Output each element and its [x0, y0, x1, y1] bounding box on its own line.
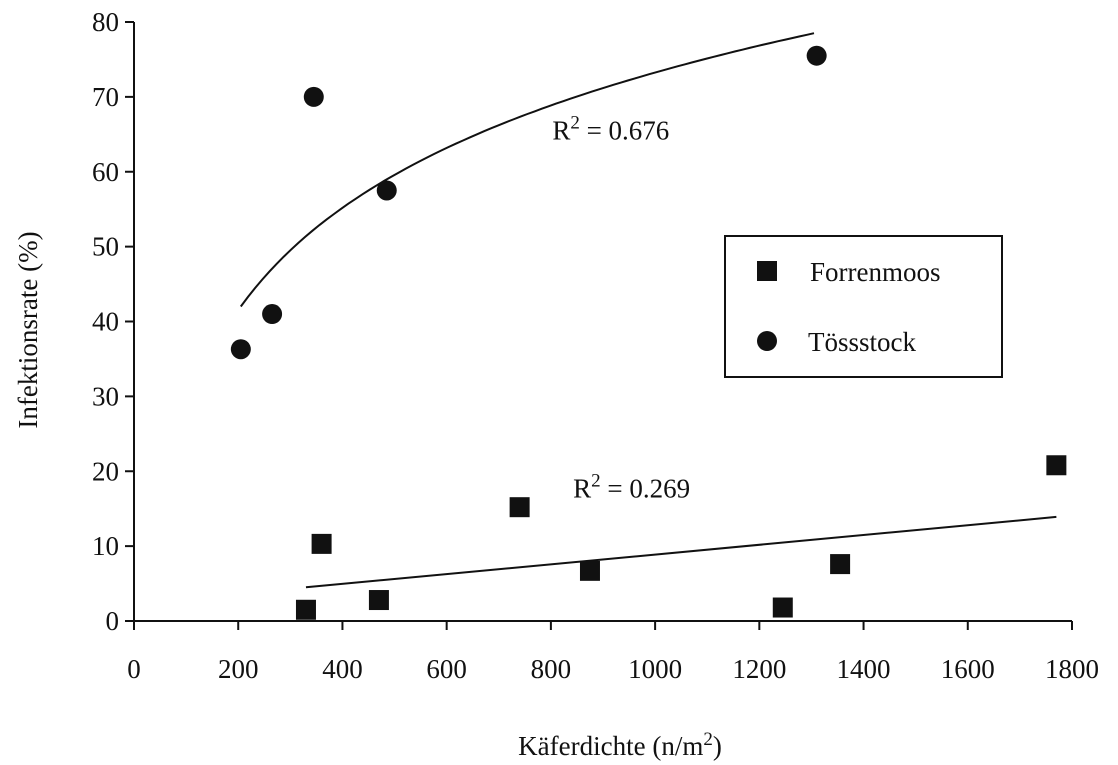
fit-lines [240, 32, 1057, 589]
r-squared-label: R2 = 0.269 [573, 470, 690, 503]
point-forrenmoos [509, 497, 530, 518]
y-tick-label: 80 [92, 7, 119, 37]
point-tossstock [303, 86, 324, 107]
r-squared-label: R2 = 0.676 [552, 113, 669, 146]
y-tick-label: 30 [92, 381, 119, 411]
x-axis-title-sup: 2 [703, 729, 713, 750]
x-tick-label: 1200 [732, 654, 786, 684]
x-axis-title: Käferdichte (n/m2) [518, 729, 722, 761]
y-axis-title: Infektionsrate (%) [13, 231, 43, 428]
y-tick-label: 10 [92, 531, 119, 561]
axes: 0 200 400 600 800 1000 1200 1400 1600 1800 0 10 20 30… [92, 7, 1099, 684]
trendline-tossstock [240, 32, 815, 308]
point-forrenmoos [579, 560, 600, 581]
y-tick-label: 40 [92, 307, 119, 337]
point-tossstock [806, 45, 827, 66]
x-tick-label: 1000 [628, 654, 682, 684]
x-tick-label: 0 [127, 654, 141, 684]
legend-marker-forrenmoos [757, 261, 777, 281]
x-tick-label: 800 [531, 654, 572, 684]
legend: Forrenmoos Tössstock [724, 235, 1003, 378]
point-forrenmoos [772, 597, 793, 618]
x-tick-label: 400 [322, 654, 363, 684]
x-tick-label: 200 [218, 654, 259, 684]
x-tick-label: 1600 [941, 654, 995, 684]
legend-box [724, 235, 1003, 378]
point-tossstock [230, 339, 251, 360]
data-points [230, 45, 1067, 620]
point-forrenmoos [368, 590, 389, 611]
y-tick-label: 70 [92, 82, 119, 112]
point-forrenmoos [311, 533, 332, 554]
trendline-forrenmoos [305, 515, 1057, 589]
point-tossstock [262, 304, 283, 325]
y-tick-label: 0 [106, 606, 120, 636]
x-tick-label: 1800 [1045, 654, 1099, 684]
legend-marker-tossstock [757, 331, 777, 351]
annotations: R2 = 0.269 R2 = 0.676 [552, 113, 690, 504]
y-tick-label: 50 [92, 232, 119, 262]
y-tick-label: 20 [92, 456, 119, 486]
legend-label-forrenmoos: Forrenmoos [810, 257, 941, 287]
point-forrenmoos [830, 554, 851, 575]
x-tick-label: 1400 [837, 654, 891, 684]
point-forrenmoos [295, 599, 316, 620]
y-tick-label: 60 [92, 157, 119, 187]
x-axis-title-end: ) [713, 731, 722, 761]
x-tick-label: 600 [426, 654, 467, 684]
legend-label-tossstock: Tössstock [808, 327, 917, 357]
point-forrenmoos [1046, 455, 1067, 476]
x-axis-title-main: Käferdichte (n/m [518, 731, 703, 761]
point-tossstock [376, 180, 397, 201]
